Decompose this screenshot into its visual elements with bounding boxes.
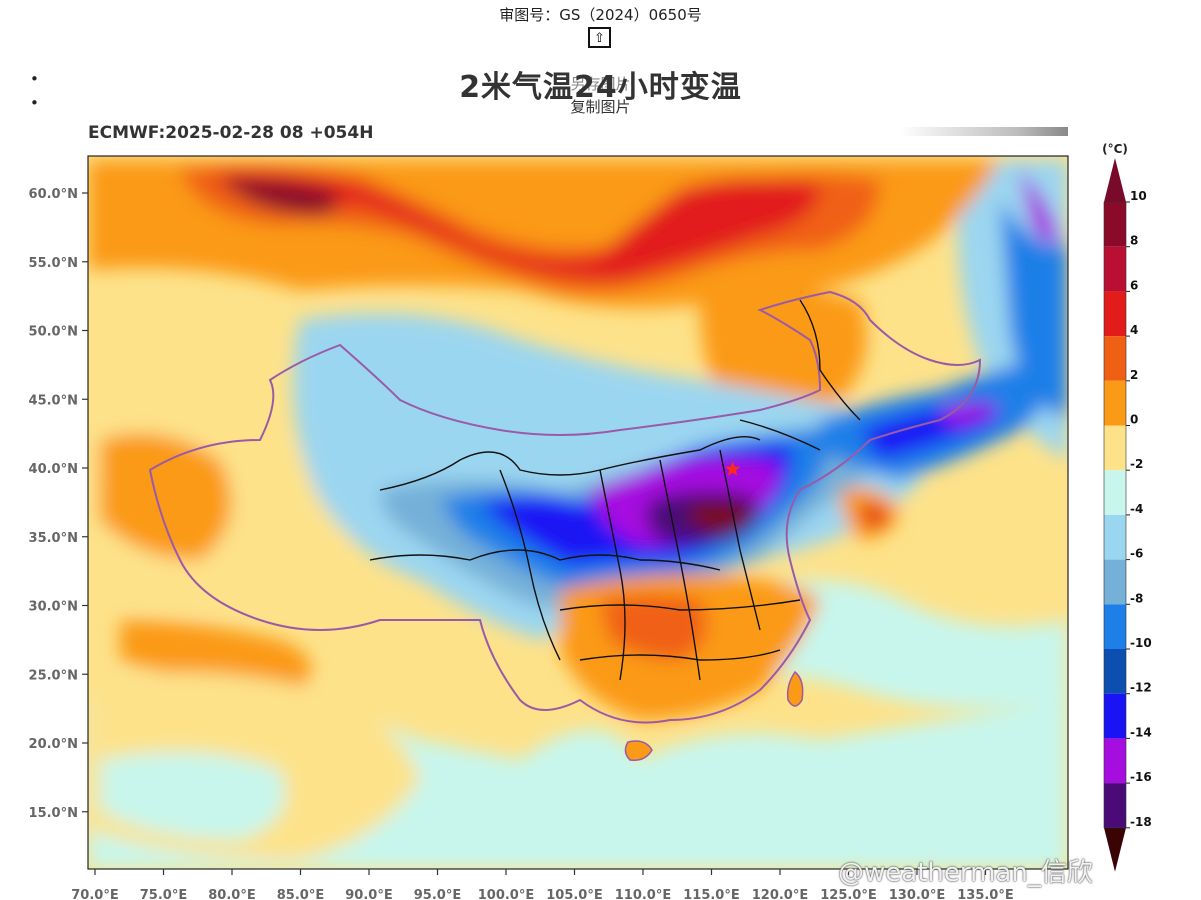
approval-number: 审图号：GS（2024）0650号: [499, 6, 702, 24]
legend-label: -14: [1130, 725, 1152, 739]
lon-tick-label: 100.0°E: [478, 888, 535, 900]
lon-tick-label: 85.0°E: [277, 888, 324, 900]
loading-bar: [900, 127, 1068, 136]
save-image-link[interactable]: 另存图片: [570, 75, 631, 93]
legend-swatch: [1104, 291, 1126, 337]
legend-unit: (°C): [1102, 142, 1128, 156]
copy-image-link[interactable]: 复制图片: [570, 98, 631, 116]
page-title: 2米气温24小时变温: [459, 70, 742, 105]
lat-tick-label: 25.0°N: [29, 668, 78, 683]
legend-label: -8: [1130, 591, 1143, 605]
lon-tick-label: 70.0°E: [71, 888, 118, 900]
lat-tick-label: 15.0°N: [29, 806, 78, 821]
lat-tick-label: 20.0°N: [29, 737, 78, 752]
lat-tick-label: 60.0°N: [29, 187, 78, 202]
legend-top-arrow: [1104, 158, 1126, 202]
legend-swatch: [1104, 738, 1126, 784]
lon-tick-label: 130.0°E: [889, 888, 946, 900]
legend-swatch: [1104, 559, 1126, 605]
legend-swatch: [1104, 380, 1126, 426]
lon-tick-label: 105.0°E: [546, 888, 603, 900]
legend-label: 0: [1130, 413, 1138, 427]
lat-tick-label: 35.0°N: [29, 531, 78, 546]
lon-tick-label: 90.0°E: [345, 888, 392, 900]
legend-swatch: [1104, 425, 1126, 471]
latitude-axis: 60.0°N 55.0°N 50.0°N 45.0°N 40.0°N 35.0°N 30.0…: [29, 187, 88, 821]
lat-tick-label: 40.0°N: [29, 462, 78, 477]
legend-label: -4: [1130, 502, 1143, 516]
legend-label: -10: [1130, 636, 1152, 650]
lat-tick-label: 30.0°N: [29, 600, 78, 615]
color-legend: (°C) 10 8 6 4 2 0 -2 -4 -6 -8 -10 -12 -14 -16 -18: [1102, 142, 1152, 872]
country-border: [148, 290, 982, 724]
legend-swatch: [1104, 693, 1126, 739]
scroll-up-button[interactable]: ⇧: [588, 27, 611, 48]
legend-swatch: [1104, 246, 1126, 292]
legend-label: -12: [1130, 681, 1152, 695]
legend-label: -2: [1130, 457, 1143, 471]
legend-swatch: [1104, 604, 1126, 649]
lon-tick-label: 75.0°E: [140, 888, 187, 900]
legend-label: 8: [1130, 234, 1138, 248]
legend-label: 10: [1130, 189, 1147, 203]
map-frame: [87, 155, 1069, 870]
bullet-marker: •: [30, 94, 39, 112]
province-borders: [369, 299, 861, 681]
lon-tick-label: 95.0°E: [414, 888, 461, 900]
legend-swatch: [1104, 514, 1126, 560]
legend-label: -16: [1130, 770, 1152, 784]
legend-swatch: [1104, 649, 1126, 694]
bullet-marker: •: [30, 70, 39, 88]
legend-swatch: [1104, 470, 1126, 515]
legend-label: 2: [1130, 368, 1138, 382]
legend-bottom-arrow: [1104, 827, 1126, 872]
legend-label: 4: [1130, 323, 1138, 337]
legend-swatch: [1104, 336, 1126, 381]
legend-label: -18: [1130, 815, 1152, 829]
star-icon: [725, 461, 741, 476]
legend-label: 6: [1130, 278, 1138, 292]
lon-tick-label: 115.0°E: [683, 888, 740, 900]
legend-frame: [1103, 201, 1127, 829]
lat-tick-label: 50.0°N: [29, 325, 78, 340]
legend-label: -6: [1130, 547, 1143, 561]
lat-tick-label: 55.0°N: [29, 256, 78, 271]
model-run-label: ECMWF:2025-02-28 08 +054H: [88, 123, 374, 143]
lon-tick-label: 125.0°E: [820, 888, 877, 900]
arrow-up-icon: ⇧: [594, 30, 605, 45]
lon-tick-label: 110.0°E: [615, 888, 672, 900]
lat-tick-label: 45.0°N: [29, 393, 78, 408]
legend-swatch: [1104, 202, 1126, 247]
context-menu-bullets: • •: [30, 70, 39, 118]
lon-tick-label: 135.0°E: [957, 888, 1014, 900]
lon-tick-label: 80.0°E: [208, 888, 255, 900]
legend-swatch: [1104, 783, 1126, 828]
lon-tick-label: 120.0°E: [752, 888, 809, 900]
map-field: [88, 156, 1068, 869]
longitude-axis: 70.0°E 75.0°E 80.0°E 85.0°E 90.0°E 95.0°E 100.…: [71, 869, 1014, 900]
watermark-text: @weatherman_信欣: [838, 858, 1093, 888]
